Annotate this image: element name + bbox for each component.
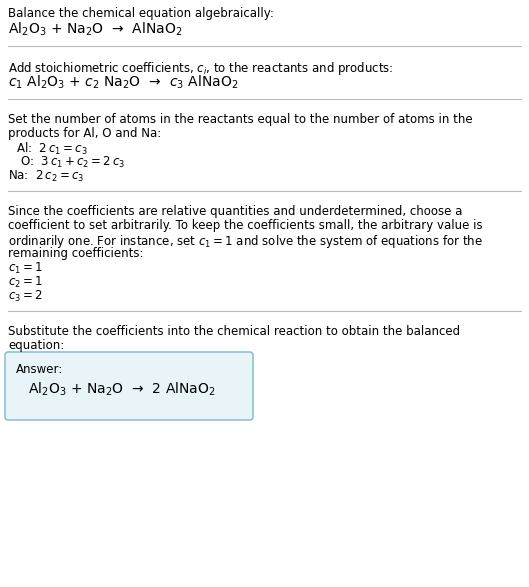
Text: $c_1 = 1$: $c_1 = 1$ [8,261,43,276]
Text: O:  $3\,c_1 + c_2 = 2\,c_3$: O: $3\,c_1 + c_2 = 2\,c_3$ [20,155,125,170]
Text: $c_2 = 1$: $c_2 = 1$ [8,275,43,290]
Text: ordinarily one. For instance, set $c_1 = 1$ and solve the system of equations fo: ordinarily one. For instance, set $c_1 =… [8,233,483,250]
Text: $\mathregular{Al_2O_3}$ + $\mathregular{Na_2O}$  →  2 $\mathregular{AlNaO_2}$: $\mathregular{Al_2O_3}$ + $\mathregular{… [28,381,216,399]
Text: coefficient to set arbitrarily. To keep the coefficients small, the arbitrary va: coefficient to set arbitrarily. To keep … [8,219,482,232]
Text: Balance the chemical equation algebraically:: Balance the chemical equation algebraica… [8,7,274,20]
Text: $c_1$ $\mathregular{Al_2O_3}$ + $c_2$ $\mathregular{Na_2O}$  →  $c_3$ $\mathregu: $c_1$ $\mathregular{Al_2O_3}$ + $c_2$ $\… [8,74,238,92]
Text: Al:  $2\,c_1 = c_3$: Al: $2\,c_1 = c_3$ [16,141,88,157]
Text: products for Al, O and Na:: products for Al, O and Na: [8,127,161,140]
Text: Set the number of atoms in the reactants equal to the number of atoms in the: Set the number of atoms in the reactants… [8,113,472,126]
Text: remaining coefficients:: remaining coefficients: [8,247,143,260]
Text: Substitute the coefficients into the chemical reaction to obtain the balanced: Substitute the coefficients into the che… [8,325,460,338]
Text: Since the coefficients are relative quantities and underdetermined, choose a: Since the coefficients are relative quan… [8,205,462,218]
Text: $c_3 = 2$: $c_3 = 2$ [8,289,43,304]
Text: equation:: equation: [8,339,64,352]
Text: Add stoichiometric coefficients, $c_i$, to the reactants and products:: Add stoichiometric coefficients, $c_i$, … [8,60,394,77]
Text: Answer:: Answer: [16,363,63,376]
FancyBboxPatch shape [5,352,253,420]
Text: Na:  $2\,c_2 = c_3$: Na: $2\,c_2 = c_3$ [8,169,84,184]
Text: $\mathregular{Al_2O_3}$ + $\mathregular{Na_2O}$  →  $\mathregular{AlNaO_2}$: $\mathregular{Al_2O_3}$ + $\mathregular{… [8,21,183,38]
